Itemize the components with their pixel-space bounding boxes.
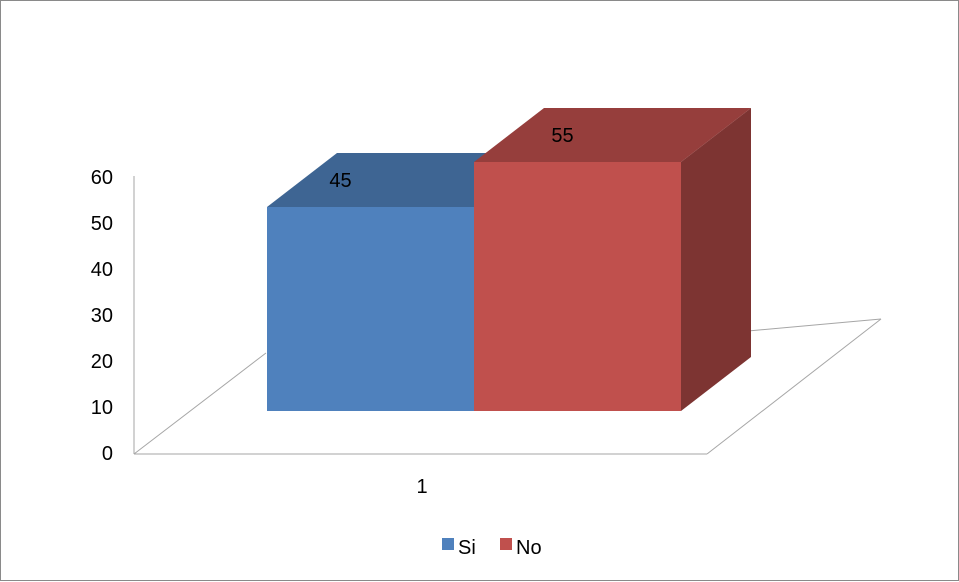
- data-label-si: 45: [329, 170, 351, 192]
- chart-bars: [267, 108, 751, 411]
- y-tick-label: 60: [91, 167, 113, 189]
- x-axis-tick-labels: 1: [416, 476, 427, 498]
- y-tick-label: 10: [91, 397, 113, 419]
- legend: Si No: [442, 537, 542, 559]
- x-tick-label: 1: [416, 476, 427, 498]
- y-tick-label: 40: [91, 259, 113, 281]
- legend-label-no: No: [516, 537, 542, 559]
- floor-right-edge: [706, 318, 882, 455]
- bar-front-face: [267, 207, 474, 411]
- bar-top-face: [474, 108, 751, 162]
- floor-left-edge: [133, 352, 267, 455]
- y-tick-label: 20: [91, 351, 113, 373]
- legend-swatch-si: [442, 538, 454, 550]
- bar-front-face: [474, 162, 681, 411]
- y-tick-label: 30: [91, 305, 113, 327]
- bar-side-face: [681, 108, 751, 411]
- data-labels: 45 55: [329, 125, 573, 192]
- legend-swatch-no: [500, 538, 512, 550]
- y-axis-tick-labels: 0 10 20 30 40 50 60: [91, 167, 113, 465]
- y-tick-label: 50: [91, 213, 113, 235]
- y-tick-label: 0: [102, 443, 113, 465]
- data-label-no: 55: [551, 125, 573, 147]
- bar-no: [474, 108, 751, 411]
- legend-label-si: Si: [458, 537, 476, 559]
